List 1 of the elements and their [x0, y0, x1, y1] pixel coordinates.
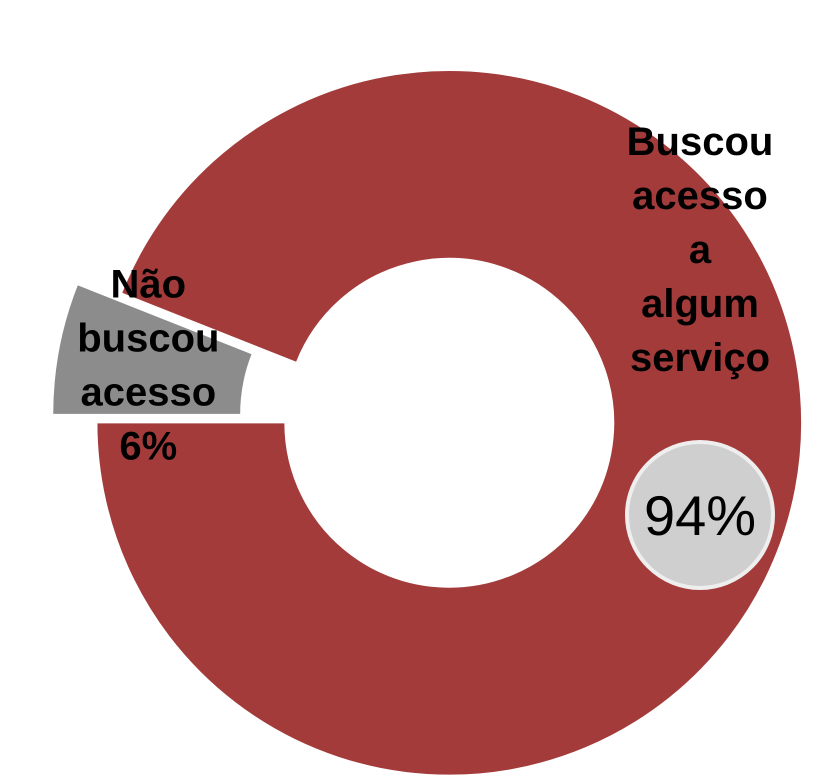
data-label: 6%	[119, 424, 178, 468]
